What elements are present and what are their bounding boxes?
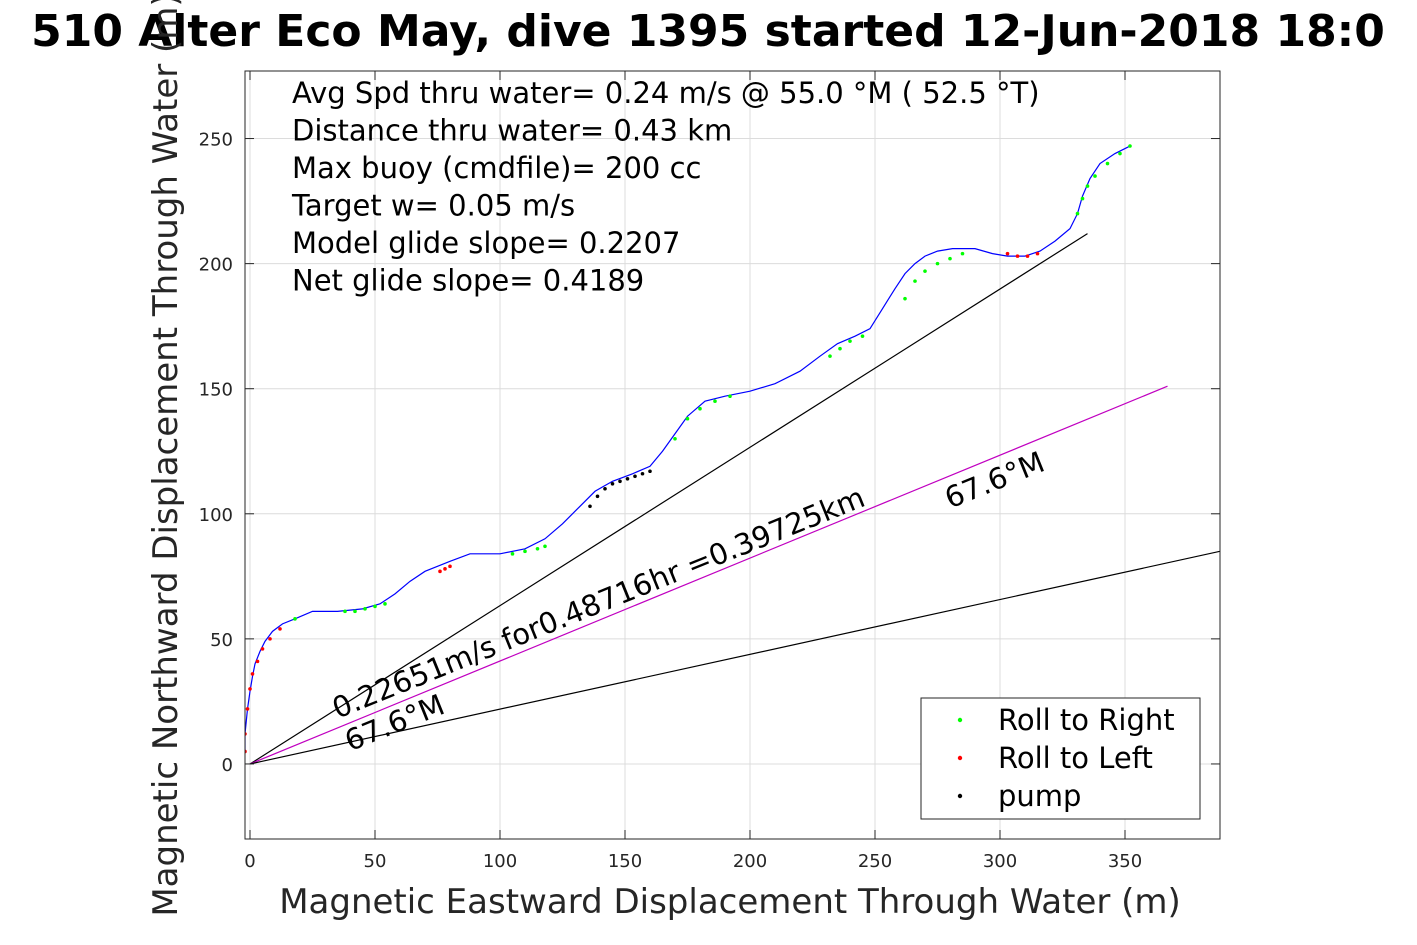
x-tick-label: 100 [483,851,517,872]
marker-pump [618,479,622,484]
marker-roll-to-right [935,261,940,266]
x-tick-label: 0 [244,851,255,872]
marker-roll-to-left [1005,251,1010,256]
marker-pump [640,471,645,476]
axis-ticks: 0 50 100 150 200 250 300 350 0 50 100 150 200 250 [199,71,1220,872]
x-tick-label: 200 [733,851,767,872]
stats-line: Distance thru water= 0.43 km [292,114,732,148]
marker-pump [625,476,630,481]
y-tick-label: 50 [210,630,233,651]
marker-roll-to-right [1105,161,1110,166]
reference-line-current-direction [249,385,1168,765]
annotation-label: 67.6°M [940,445,1049,516]
marker-roll-to-right [523,549,527,554]
marker-roll-to-right [343,609,347,614]
legend-label: Roll to Left [998,741,1153,775]
legend-label: pump [998,779,1081,813]
y-tick-label: 150 [199,380,233,401]
plot-area [245,144,1220,765]
marker-roll-to-right [383,602,387,606]
plot-frame [244,70,1221,840]
marker-roll-to-right [673,436,677,441]
marker-roll-to-right [685,416,690,421]
marker-roll-to-right [543,544,547,549]
marker-pump [588,504,592,509]
marker-pump [648,469,652,474]
marker-roll-to-right [1085,184,1090,188]
marker-roll-to-right [293,617,297,621]
y-tick-label: 100 [199,505,233,526]
marker-roll-to-left [248,687,252,691]
stats-line: Target w= 0.05 m/s [291,189,575,223]
legend-label: Roll to Right [998,703,1175,737]
x-tick-label: 350 [1108,851,1142,872]
x-tick-label: 50 [364,851,387,872]
y-axis-label: Magnetic Northward Displacement Through … [146,0,186,917]
marker-roll-to-right [1118,151,1122,156]
x-tick-label: 300 [983,851,1017,872]
stats-line: Avg Spd thru water= 0.24 m/s @ 55.0 °M (… [292,76,1040,110]
marker-roll-to-left [255,659,260,664]
marker-pump [610,481,615,486]
legend-box [920,697,1201,820]
marker-roll-to-right [1080,196,1085,201]
y-tick-label: 200 [199,255,233,276]
marker-roll-to-right [903,296,907,301]
marker-roll-to-right [860,334,865,338]
marker-roll-to-left [448,564,452,569]
dive-stats: Avg Spd thru water= 0.24 m/s @ 55.0 °M (… [291,76,1040,298]
marker-pump [603,486,607,491]
y-tick-label: 0 [222,755,233,776]
x-tick-label: 150 [608,851,642,872]
marker-roll-to-right [948,256,952,261]
stats-line: Max buoy (cmdfile)= 200 cc [292,151,701,185]
x-axis-label: Magnetic Eastward Displacement Through W… [279,882,1181,922]
reference-line-heading-line [249,550,1220,765]
marker-roll-to-left [443,567,447,571]
stats-line: Net glide slope= 0.4189 [292,264,644,298]
legend-marker-roll-to-right [957,717,963,723]
marker-roll-to-right [848,339,852,343]
marker-roll-to-left [1025,254,1030,258]
marker-roll-to-left [278,627,282,631]
legend-marker-pump [957,793,963,799]
marker-roll-to-right [535,547,540,551]
y-tick-label: 250 [199,130,233,151]
marker-roll-to-left [245,707,250,711]
series-line-track [245,145,1131,752]
legend: Roll to Right Roll to Left pump [920,697,1201,820]
reference-line-net-track [249,233,1088,765]
chart-title: 510 Alter Eco May, dive 1395 started 12-… [31,6,1385,57]
marker-roll-to-right [713,399,717,404]
marker-roll-to-right [373,604,377,609]
marker-roll-to-left [250,672,255,676]
grid [245,71,1220,839]
marker-roll-to-left [1015,254,1020,258]
marker-roll-to-right [838,346,842,351]
marker-roll-to-right [1093,174,1097,178]
marker-roll-to-right [363,607,367,611]
marker-roll-to-left [438,569,442,574]
marker-roll-to-right [728,394,732,399]
marker-roll-to-right [960,251,965,256]
annotation-label: 0.22651m/s for0.48716hr =0.39725km [327,480,869,725]
marker-roll-to-right [353,609,357,614]
stats-line: Model glide slope= 0.2207 [292,226,680,260]
marker-pump [595,494,600,499]
marker-roll-to-right [1075,211,1080,216]
x-tick-label: 250 [858,851,892,872]
marker-roll-to-right [1128,144,1132,148]
marker-roll-to-right [913,279,917,283]
marker-roll-to-right [698,406,702,411]
marker-roll-to-left [260,647,265,651]
marker-roll-to-left [268,637,272,641]
marker-roll-to-right [828,354,832,358]
marker-roll-to-left [1035,251,1040,256]
marker-pump [633,474,637,479]
marker-roll-to-right [510,552,515,556]
marker-roll-to-right [923,269,927,273]
legend-marker-roll-to-left [957,755,963,761]
